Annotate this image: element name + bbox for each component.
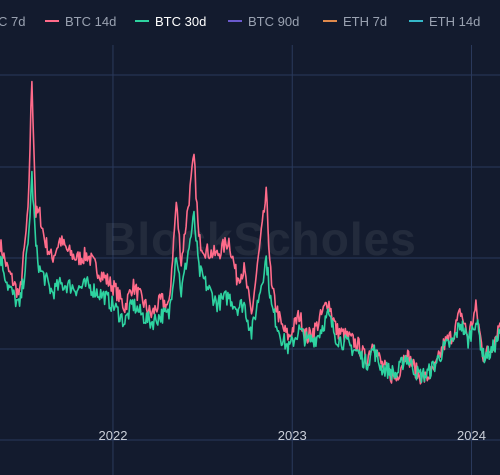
x-tick-label: 2022 [99,428,128,443]
watermark: BlockScholes [103,213,417,265]
series-lines [0,80,500,385]
series-line-btc-30d [0,170,500,384]
x-tick-label: 2024 [457,428,486,443]
legend-label: BTC 90d [248,14,299,29]
legend-item-btc-7d[interactable]: C 7d [0,14,25,29]
series-line-btc-14d [0,80,500,385]
legend-label: ETH 7d [343,14,387,29]
legend: C 7d BTC 14d BTC 30d BTC 90d ETH 7d ETH 14d [0,14,480,29]
legend-item-btc-90d[interactable]: BTC 90d [228,14,299,29]
legend-item-eth-14d[interactable]: ETH 14d [409,14,480,29]
legend-label: BTC 14d [65,14,116,29]
legend-item-btc-30d[interactable]: BTC 30d [135,14,206,29]
legend-label: BTC 30d [155,14,206,29]
legend-item-eth-7d[interactable]: ETH 7d [323,14,387,29]
legend-label: ETH 14d [429,14,480,29]
legend-label: C 7d [0,14,25,29]
x-tick-label: 2023 [278,428,307,443]
legend-item-btc-14d[interactable]: BTC 14d [45,14,116,29]
x-axis: 2022 2023 2024 [99,428,486,443]
